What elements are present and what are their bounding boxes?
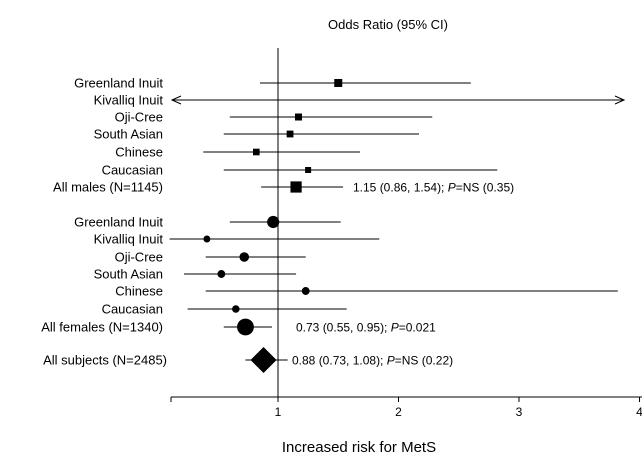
row-annotation: 0.73 (0.55, 0.95); P=0.021 bbox=[296, 321, 436, 335]
row-label: Chinese bbox=[115, 284, 163, 299]
row-label: All subjects (N=2485) bbox=[43, 353, 167, 368]
row-label: Kivalliq Inuit bbox=[94, 232, 164, 247]
x-tick-label: 2 bbox=[395, 405, 402, 419]
point-circle bbox=[217, 270, 226, 278]
x-tick-label: 4 bbox=[636, 405, 642, 419]
row-label: South Asian bbox=[94, 127, 163, 142]
point-circle bbox=[237, 318, 254, 336]
x-tick-label: 1 bbox=[275, 405, 282, 419]
row-annotation: 0.88 (0.73, 1.08); P=NS (0.22) bbox=[292, 354, 453, 368]
row-label: Greenland Inuit bbox=[74, 215, 163, 230]
x-tick-label: 3 bbox=[516, 405, 523, 419]
x-axis-title: Increased risk for MetS bbox=[282, 439, 436, 456]
row-label: Oji-Cree bbox=[115, 110, 163, 125]
point-square bbox=[294, 113, 302, 121]
point-square bbox=[290, 181, 302, 193]
row-label: Caucasian bbox=[102, 302, 163, 317]
ci-arrow-left bbox=[170, 95, 182, 105]
chart-title: Odds Ratio (95% CI) bbox=[328, 17, 448, 32]
point-circle bbox=[232, 305, 240, 313]
row-annotation: 1.15 (0.86, 1.54); P=NS (0.35) bbox=[353, 181, 514, 195]
point-square bbox=[305, 167, 312, 173]
point-circle bbox=[239, 252, 250, 262]
point-square bbox=[334, 79, 343, 87]
row-label: Caucasian bbox=[102, 163, 163, 178]
row-label: Kivalliq Inuit bbox=[94, 93, 164, 108]
point-circle bbox=[203, 235, 211, 243]
row-label: Greenland Inuit bbox=[74, 76, 163, 91]
row-label: Chinese bbox=[115, 145, 163, 160]
plot-area: 1 2 3 4 Greenland Inuit Kivalliq Inuit Oji-Cre… bbox=[41, 48, 642, 419]
point-circle bbox=[267, 215, 280, 229]
point-diamond bbox=[250, 347, 277, 373]
row-label: All females (N=1340) bbox=[41, 320, 163, 335]
row-label: Oji-Cree bbox=[115, 250, 163, 265]
row-label: South Asian bbox=[94, 267, 163, 282]
point-square bbox=[286, 130, 294, 138]
point-square bbox=[253, 148, 260, 156]
point-circle bbox=[301, 287, 310, 295]
ci-arrow-right bbox=[614, 95, 626, 105]
row-label: All males (N=1145) bbox=[53, 180, 163, 195]
